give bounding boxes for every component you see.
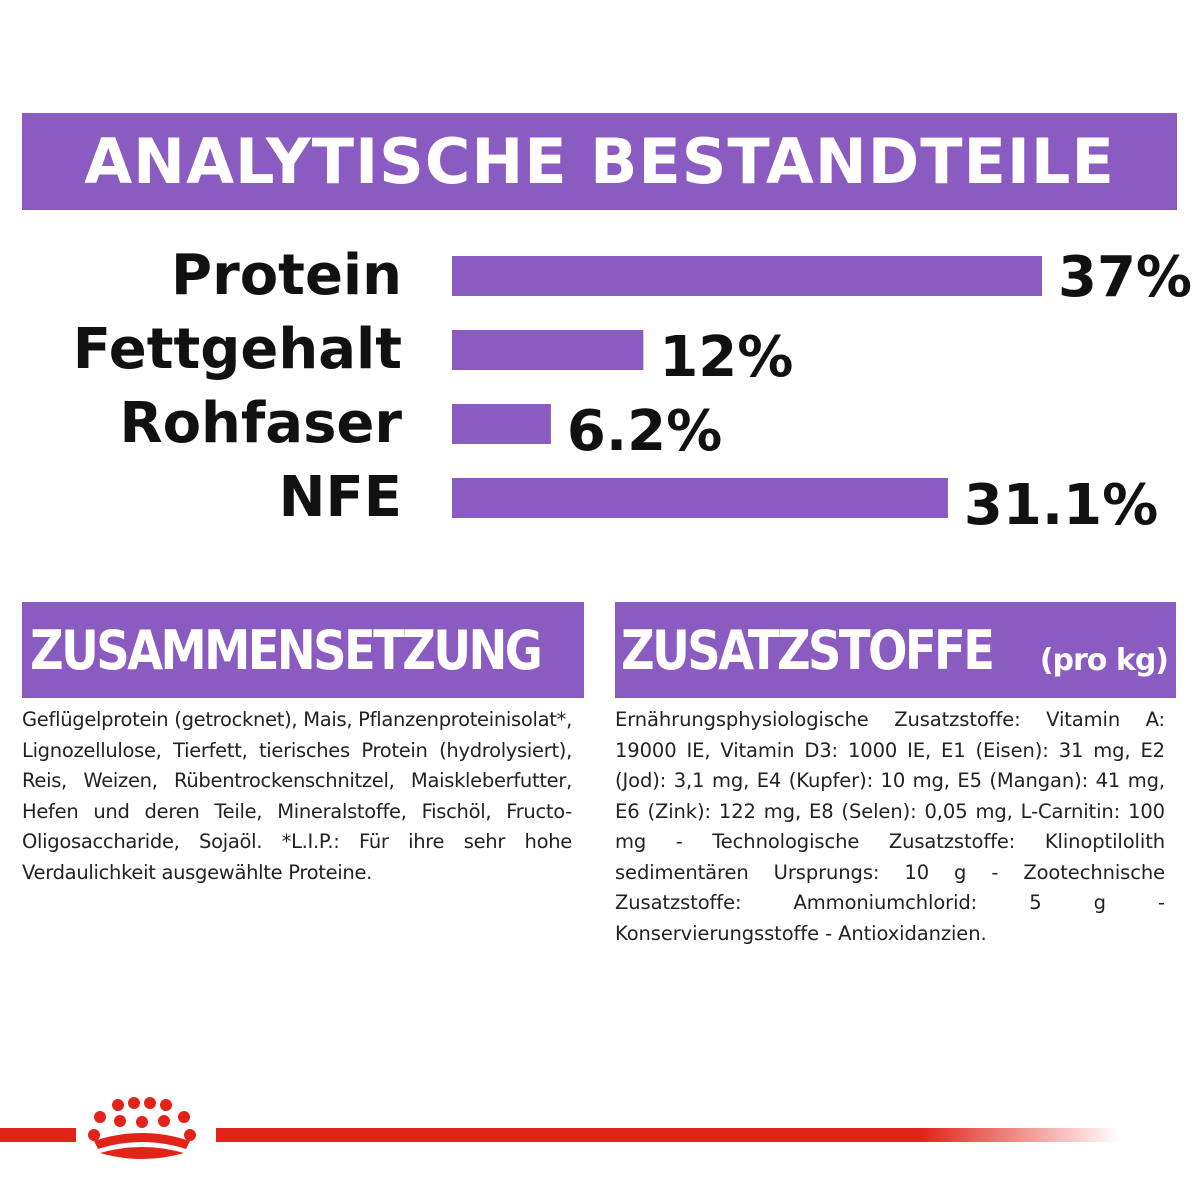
footer-line-right	[216, 1128, 1120, 1142]
crown-logo-icon	[88, 1097, 196, 1159]
category-label: Protein	[171, 243, 402, 308]
additives-text: Ernährungsphysiologische Zusatzstoffe: V…	[615, 708, 1165, 945]
category-label: Rohfaser	[119, 391, 402, 456]
bar	[452, 404, 551, 444]
bar	[452, 256, 1042, 296]
composition-heading: ZUSAMMENSETZUNG	[30, 618, 543, 682]
page-title: ANALYTISCHE BESTANDTEILE	[84, 125, 1115, 198]
composition-text: Geflügelprotein (getrocknet), Mais, Pfla…	[22, 708, 573, 884]
nutrient-bar-chart: Protein 37% Fettgehalt 12% Rohfaser 6.2% NFE 31…	[73, 243, 1192, 538]
additives-heading: ZUSATZSTOFFE	[621, 618, 995, 682]
value-label: 6.2%	[567, 399, 722, 464]
value-label: 37%	[1058, 245, 1192, 310]
bar	[452, 478, 948, 518]
bar	[452, 330, 644, 370]
value-label: 31.1%	[964, 473, 1158, 538]
footer-line-left	[0, 1128, 76, 1142]
composition-heading-banner: ZUSAMMENSETZUNG	[22, 602, 584, 698]
additives-heading-suffix: (pro kg)	[1039, 643, 1169, 678]
category-label: NFE	[279, 465, 402, 530]
category-label: Fettgehalt	[73, 317, 402, 382]
additives-heading-banner: ZUSATZSTOFFE (pro kg)	[615, 602, 1176, 698]
title-banner: ANALYTISCHE BESTANDTEILE	[22, 113, 1177, 210]
value-label: 12%	[659, 325, 793, 390]
brand-footer	[0, 1097, 1120, 1159]
